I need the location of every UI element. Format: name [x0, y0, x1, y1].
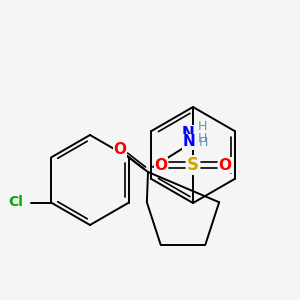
Text: H: H: [198, 136, 208, 148]
Text: N: N: [183, 134, 195, 149]
Text: S: S: [187, 156, 199, 174]
Text: O: O: [154, 158, 167, 172]
Text: Cl: Cl: [9, 196, 23, 209]
Text: O: O: [113, 142, 127, 158]
Text: N: N: [182, 125, 194, 140]
Text: H: H: [197, 121, 207, 134]
Text: O: O: [218, 158, 232, 172]
Text: H: H: [197, 133, 207, 146]
